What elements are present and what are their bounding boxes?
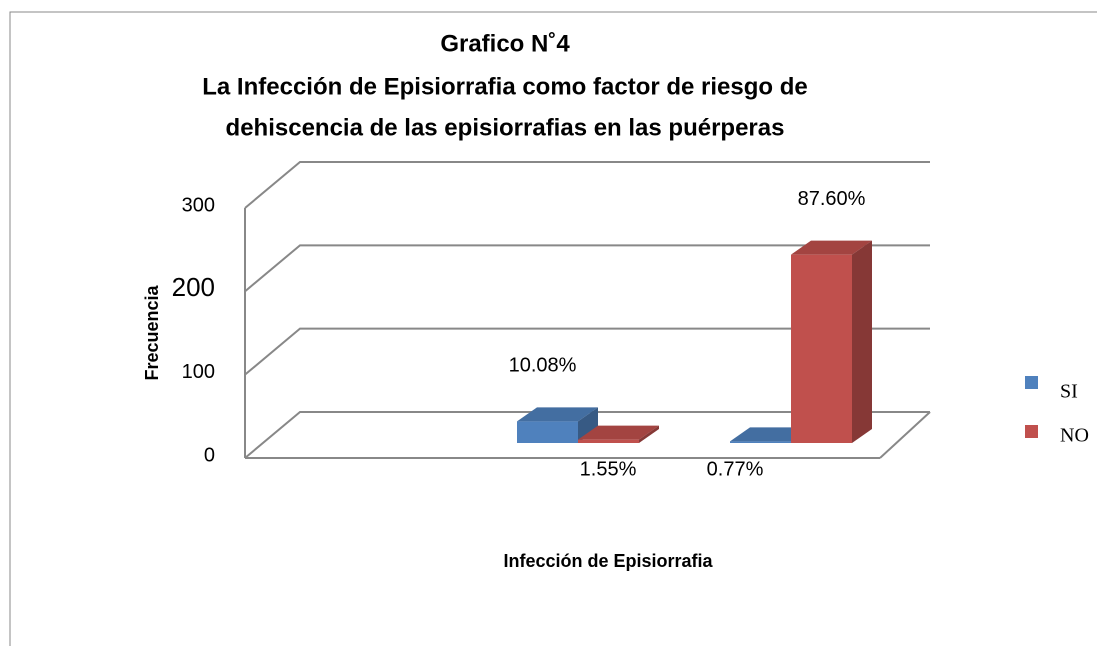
grid-line (244, 161, 930, 209)
grid-line (244, 244, 930, 293)
grid-line (244, 411, 930, 459)
grid-line (244, 327, 930, 376)
y-tick-label: 200 (172, 272, 215, 302)
bar-top (791, 240, 872, 255)
legend-label: SI (1060, 381, 1078, 403)
bar-top (730, 427, 811, 442)
floor-edge (879, 411, 931, 459)
y-axis-label: Frecuencia (142, 284, 162, 380)
chart-title: dehiscencia de las episiorrafias en las … (226, 114, 785, 141)
chart-title: La Infección de Episiorrafia como factor… (202, 73, 807, 100)
bar-front (517, 421, 578, 443)
y-tick-label: 300 (182, 194, 215, 216)
bar (791, 240, 872, 443)
x-axis-label: Infección de Episiorrafia (503, 551, 713, 571)
data-label: 87.60% (798, 188, 866, 210)
legend-swatch (1025, 425, 1038, 438)
bar-front (791, 254, 852, 443)
legend-label: NO (1060, 425, 1089, 447)
bar-side (578, 407, 598, 443)
bar-front (578, 439, 639, 443)
bar-side (852, 240, 872, 443)
chart-title: Grafico N˚4 (440, 30, 570, 57)
y-tick-label: 100 (182, 361, 215, 383)
y-tick-label: 0 (204, 444, 215, 466)
data-label: 1.55% (580, 458, 637, 480)
bar-top (578, 425, 659, 440)
bar-top (517, 407, 598, 422)
bar (578, 425, 659, 443)
legend-swatch (1025, 376, 1038, 389)
bar-side (639, 425, 659, 443)
bar (517, 407, 598, 443)
data-label: 10.08% (509, 355, 577, 377)
bar-front (730, 441, 791, 443)
data-label: 0.77% (707, 458, 764, 480)
